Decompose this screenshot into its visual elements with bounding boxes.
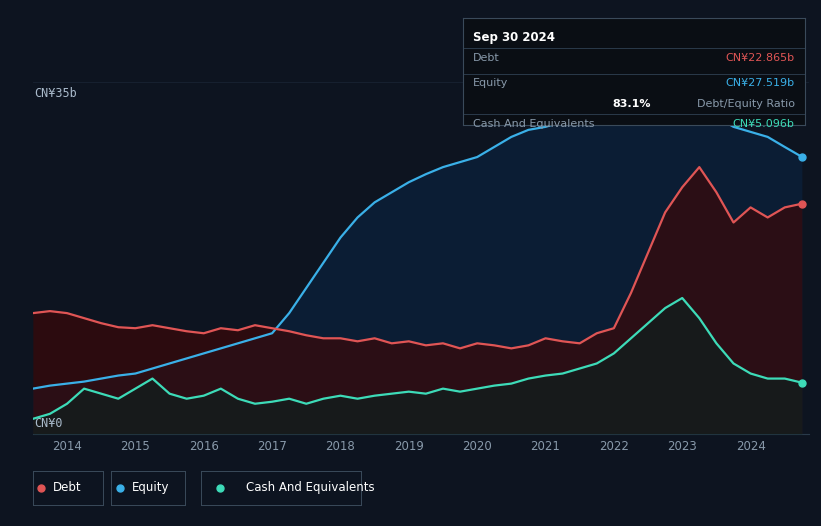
Text: Cash And Equivalents: Cash And Equivalents xyxy=(246,481,374,494)
Text: Equity: Equity xyxy=(131,481,169,494)
Text: Sep 30 2024: Sep 30 2024 xyxy=(473,31,555,44)
Text: CN¥27.519b: CN¥27.519b xyxy=(726,78,795,88)
Text: Debt: Debt xyxy=(53,481,81,494)
Text: 83.1%: 83.1% xyxy=(612,99,651,109)
Text: CN¥35b: CN¥35b xyxy=(34,87,77,100)
Text: CN¥0: CN¥0 xyxy=(34,418,63,430)
Text: CN¥5.096b: CN¥5.096b xyxy=(733,118,795,128)
Text: Cash And Equivalents: Cash And Equivalents xyxy=(473,118,594,128)
Text: Debt/Equity Ratio: Debt/Equity Ratio xyxy=(697,99,795,109)
Text: Debt: Debt xyxy=(473,53,500,63)
Text: Equity: Equity xyxy=(473,78,509,88)
Text: CN¥22.865b: CN¥22.865b xyxy=(726,53,795,63)
